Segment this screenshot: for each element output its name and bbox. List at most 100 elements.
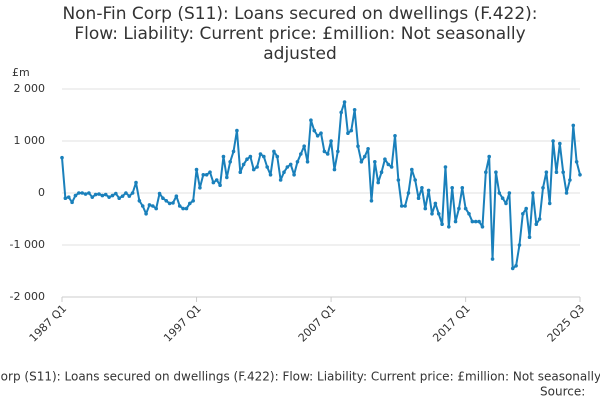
point [305,160,310,164]
point [218,183,222,187]
point [460,186,465,190]
point [97,192,101,196]
y-tick-label: -1 000 [10,238,45,251]
point [117,196,121,200]
point [574,160,579,164]
point [188,201,192,206]
point [477,219,481,224]
point [524,206,528,211]
point [564,191,569,195]
point [228,160,232,164]
x-tick-label: 1987 Q1 [27,302,70,345]
point [221,154,226,159]
point [450,186,454,190]
point [201,173,206,177]
point [521,212,525,216]
point [362,154,367,159]
point [167,201,172,206]
point [510,266,515,271]
point [63,196,68,200]
point [272,149,276,154]
point [423,206,428,211]
point [379,170,384,174]
point [403,204,407,208]
point [527,235,532,239]
point [285,165,290,169]
point [342,100,347,104]
point [214,178,219,182]
point [151,204,155,208]
point [87,191,91,195]
point [70,200,74,205]
point [383,157,387,161]
point [80,191,84,195]
x-tick-label: 2017 Q1 [430,302,473,345]
point [359,160,364,164]
point [322,149,327,154]
point [194,167,199,172]
point [164,199,169,203]
point [436,212,441,216]
point [571,123,576,128]
point [473,219,478,224]
point [339,110,343,115]
point [332,167,337,172]
point [134,180,138,185]
point [568,178,572,182]
point [399,204,404,208]
point [248,154,253,159]
point [430,212,434,216]
point [137,199,142,203]
point [376,180,380,185]
point [241,162,246,167]
point [551,139,555,143]
x-tick-label: 2007 Q1 [296,302,339,345]
point [103,192,108,197]
point [288,162,293,167]
point [487,154,491,159]
y-tick-label: -2 000 [10,290,45,303]
point [154,206,158,211]
point [278,178,283,182]
point [389,165,394,169]
point [238,170,243,174]
point [319,131,323,135]
point [251,167,256,172]
point [258,152,263,156]
point [147,203,152,207]
point [174,194,179,198]
point [268,173,273,177]
point [312,128,317,133]
point [295,160,300,164]
point [514,264,518,268]
point [315,134,320,138]
point [440,222,444,226]
point [494,170,498,174]
point [144,212,148,216]
point [356,144,360,148]
point [561,170,565,174]
point [309,118,313,122]
point [181,206,185,211]
point [231,149,236,154]
point [140,204,145,208]
point [457,206,461,211]
legend-entry: Non-Fin Corp (S11): Loans secured on dwe… [0,370,600,384]
point [83,192,88,196]
y-tick-label: 1 000 [14,134,46,147]
point [507,191,512,195]
point [544,170,549,174]
point [225,175,229,180]
point [100,193,105,198]
point [393,134,397,138]
point [211,180,216,185]
line [61,101,581,270]
point [547,201,552,206]
point [396,178,401,182]
point [130,191,135,195]
point [433,201,438,206]
point [406,191,411,195]
point [161,196,165,200]
point [558,141,562,146]
